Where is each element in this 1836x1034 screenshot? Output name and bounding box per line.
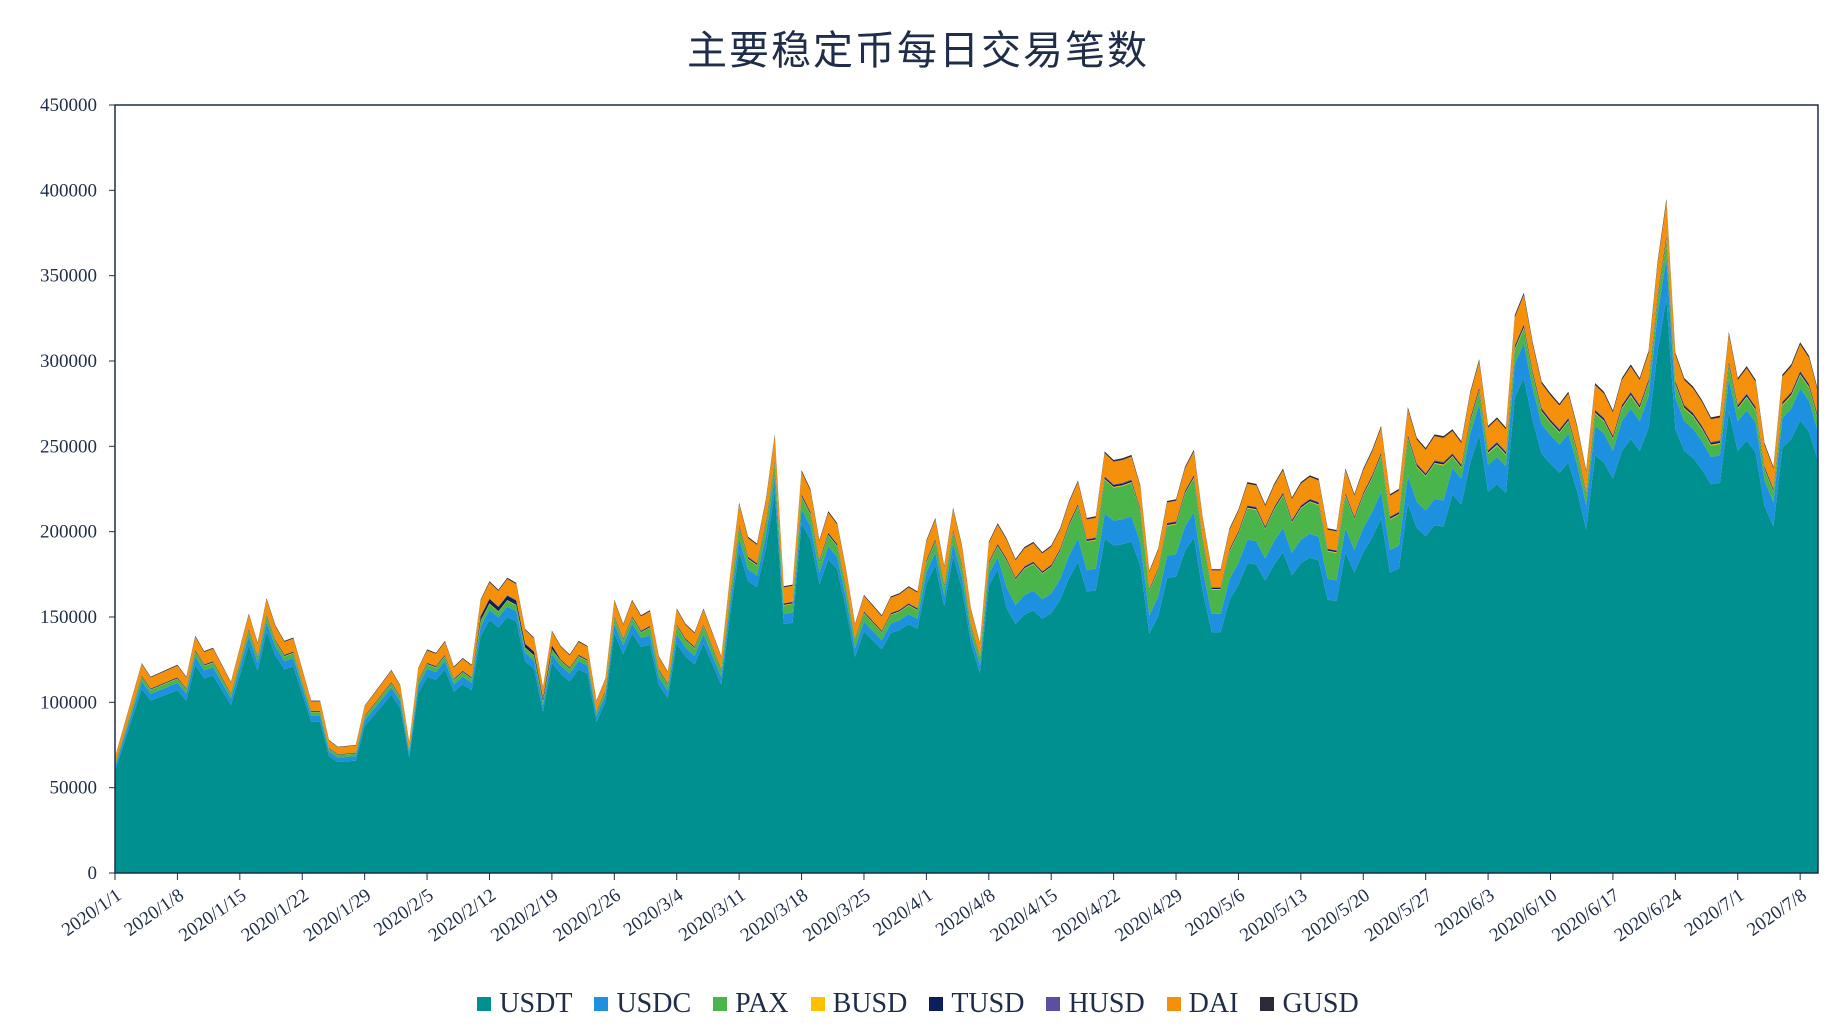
legend-label: TUSD — [951, 988, 1025, 1019]
x-tick-label: 2020/7/8 — [1743, 885, 1810, 941]
legend-item-pax: PAX — [713, 988, 789, 1020]
legend-label: BUSD — [832, 988, 908, 1019]
x-tick-label: 2020/4/29 — [1111, 885, 1186, 946]
x-tick-label: 2020/5/13 — [1236, 885, 1311, 946]
y-tick-label: 400000 — [40, 180, 97, 201]
legend-item-husd: HUSD — [1046, 988, 1145, 1020]
x-tick-label: 2020/2/12 — [425, 885, 500, 946]
legend: USDT USDC PAX BUSD TUSD HUSD DAI GUSD — [0, 988, 1836, 1020]
y-tick-label: 200000 — [40, 522, 97, 543]
x-axis: 2020/1/12020/1/82020/1/152020/1/222020/1… — [58, 873, 1811, 946]
legend-label: USDC — [616, 988, 692, 1019]
x-tick-label: 2020/1/22 — [238, 885, 313, 946]
x-tick-label: 2020/1/1 — [58, 885, 125, 941]
x-tick-label: 2020/6/17 — [1548, 885, 1623, 946]
x-tick-label: 2020/4/22 — [1049, 885, 1124, 946]
legend-item-busd: BUSD — [810, 988, 908, 1020]
x-tick-label: 2020/1/29 — [300, 885, 375, 946]
legend-swatch — [1046, 997, 1061, 1011]
legend-item-dai: DAI — [1166, 988, 1239, 1020]
y-tick-label: 450000 — [40, 95, 97, 116]
y-tick-label: 150000 — [40, 607, 97, 628]
x-tick-label: 2020/7/1 — [1681, 885, 1748, 941]
area-series-group — [115, 198, 1818, 874]
y-tick-label: 350000 — [40, 266, 97, 287]
y-tick-label: 250000 — [40, 436, 97, 457]
legend-swatch — [810, 997, 825, 1011]
legend-item-tusd: TUSD — [929, 988, 1024, 1020]
x-tick-label: 2020/6/10 — [1486, 885, 1561, 946]
legend-swatch — [929, 997, 944, 1011]
legend-swatch — [1260, 997, 1275, 1011]
legend-swatch — [713, 997, 728, 1011]
legend-item-gusd: GUSD — [1260, 988, 1359, 1020]
x-tick-label: 2020/5/20 — [1299, 885, 1374, 946]
y-tick-label: 50000 — [50, 778, 98, 799]
legend-swatch — [594, 997, 609, 1011]
x-tick-label: 2020/4/15 — [987, 885, 1062, 946]
legend-label: GUSD — [1282, 988, 1359, 1019]
legend-swatch — [1166, 997, 1181, 1011]
y-axis: 0 50000 100000 150000 200000 250000 300000 3500… — [40, 95, 115, 884]
y-tick-label: 0 — [88, 863, 98, 884]
legend-label: DAI — [1188, 988, 1239, 1019]
y-tick-label: 300000 — [40, 351, 97, 372]
y-tick-label: 100000 — [40, 692, 97, 713]
x-tick-label: 2020/3/25 — [799, 885, 874, 946]
legend-item-usdc: USDC — [594, 988, 691, 1020]
legend-label: PAX — [735, 988, 789, 1019]
legend-item-usdt: USDT — [477, 988, 572, 1020]
x-tick-label: 2020/3/18 — [737, 885, 812, 946]
x-tick-label: 2020/6/24 — [1611, 885, 1687, 947]
plot-area-frame — [114, 104, 1819, 874]
area-usdt — [115, 297, 1818, 874]
x-tick-label: 2020/5/27 — [1361, 885, 1436, 946]
legend-label: USDT — [499, 988, 573, 1019]
x-tick-label: 2020/2/26 — [550, 885, 625, 946]
x-tick-label: 2020/1/15 — [175, 885, 250, 946]
legend-swatch — [477, 997, 492, 1011]
chart-title: 主要稳定币每日交易笔数 — [687, 28, 1149, 73]
x-tick-label: 2020/3/11 — [675, 885, 750, 946]
legend-label: HUSD — [1068, 988, 1145, 1019]
x-tick-label: 2020/2/19 — [487, 885, 562, 946]
x-tick-label: 2020/4/1 — [869, 885, 936, 941]
